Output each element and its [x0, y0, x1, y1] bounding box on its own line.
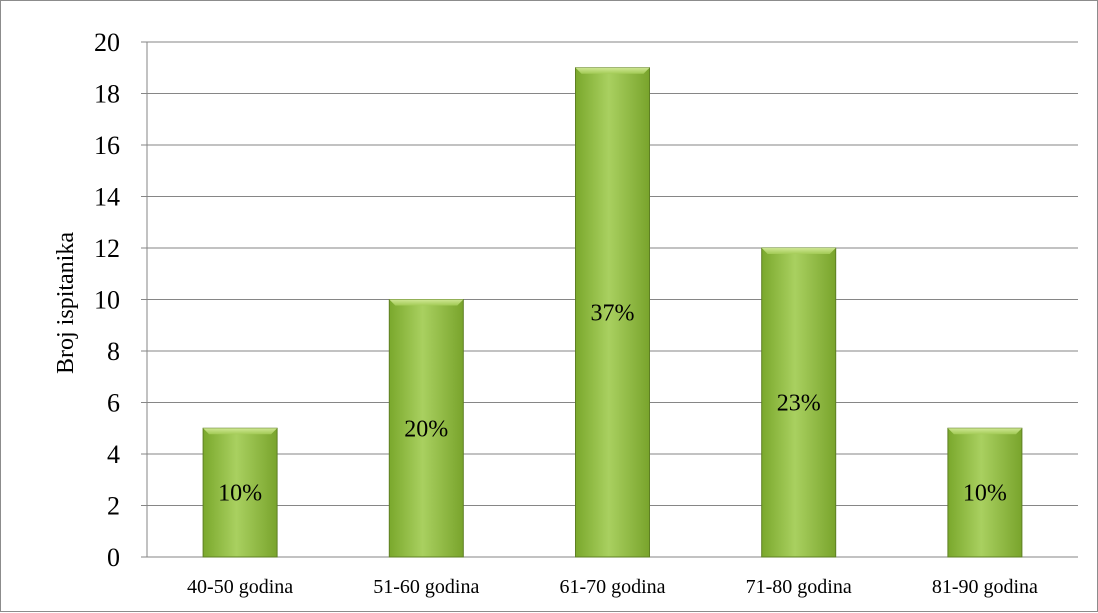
bar-bevel [203, 428, 278, 435]
bar-bevel [947, 428, 1022, 435]
x-tick-label: 81-90 godina [932, 576, 1038, 598]
bar [388, 299, 464, 558]
y-tick-label: 16 [94, 131, 120, 160]
bar-bevel [389, 299, 464, 306]
bar [947, 427, 1023, 558]
y-axis-title: Broj ispitanika [53, 232, 79, 374]
y-tick-label: 8 [107, 337, 120, 366]
bar-bevel [761, 248, 836, 254]
data-label: 37% [591, 300, 635, 326]
y-tick-label: 20 [94, 28, 120, 57]
y-tick-label: 0 [107, 543, 120, 572]
x-tick-label: 71-80 godina [746, 576, 852, 598]
x-tick-label: 61-70 godina [559, 576, 665, 598]
y-tick-label: 18 [94, 80, 120, 109]
bar [202, 427, 278, 558]
y-tick-label: 4 [107, 440, 120, 469]
data-label: 23% [777, 391, 821, 417]
y-tick-label: 10 [94, 286, 120, 315]
bar-bevel [575, 67, 650, 74]
x-tick-label: 51-60 godina [373, 576, 479, 598]
data-label: 10% [218, 481, 262, 507]
labels: 0 2 4 6 8 10 12 14 16 18 20 10% 40-50 godina 20% 51-60… [94, 28, 1038, 598]
data-label: 20% [404, 416, 448, 442]
y-tick-label: 6 [107, 389, 120, 418]
x-tick-label: 40-50 godina [187, 576, 293, 598]
y-tick-label: 2 [107, 492, 120, 521]
bars [202, 67, 1023, 558]
y-tick-label: 14 [94, 183, 120, 212]
data-label: 10% [963, 481, 1007, 507]
y-tick-label: 12 [94, 234, 120, 263]
